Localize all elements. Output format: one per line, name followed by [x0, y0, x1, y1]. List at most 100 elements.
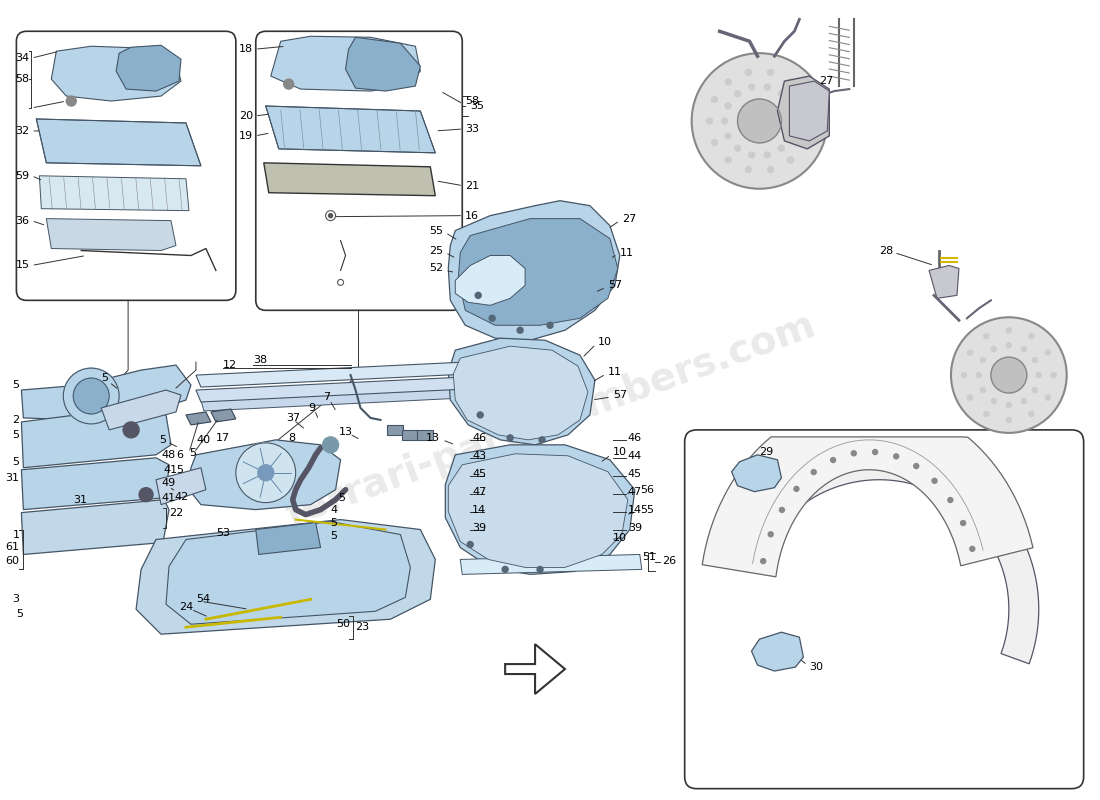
Text: 31: 31 — [6, 473, 20, 482]
Text: 17: 17 — [216, 433, 230, 443]
Polygon shape — [345, 38, 420, 91]
Text: 12: 12 — [223, 360, 236, 370]
Circle shape — [1036, 373, 1042, 378]
Polygon shape — [460, 554, 641, 574]
Polygon shape — [264, 163, 436, 196]
Circle shape — [139, 488, 153, 502]
Polygon shape — [455, 255, 525, 306]
Text: 15: 15 — [15, 261, 30, 270]
Text: 7: 7 — [322, 392, 330, 402]
Text: 34: 34 — [15, 53, 30, 63]
Text: 13: 13 — [339, 427, 353, 437]
Text: 27: 27 — [820, 76, 834, 86]
Circle shape — [802, 96, 807, 102]
Text: 2: 2 — [12, 415, 20, 425]
Polygon shape — [136, 519, 436, 634]
Text: 36: 36 — [15, 216, 30, 226]
Text: 27: 27 — [621, 214, 636, 224]
Text: 53: 53 — [216, 527, 230, 538]
Circle shape — [893, 454, 899, 459]
Polygon shape — [156, 468, 206, 505]
Text: 1: 1 — [12, 530, 20, 539]
Text: 5: 5 — [16, 610, 23, 619]
Text: 38: 38 — [253, 355, 267, 365]
Text: 48: 48 — [161, 450, 175, 460]
Circle shape — [768, 532, 773, 537]
Text: 33: 33 — [465, 124, 480, 134]
Text: 18: 18 — [239, 44, 253, 54]
Text: 47: 47 — [628, 486, 642, 497]
Text: 40: 40 — [196, 435, 210, 445]
Text: 29: 29 — [759, 447, 773, 457]
Text: 35: 35 — [470, 101, 484, 111]
Circle shape — [788, 157, 793, 163]
Polygon shape — [930, 266, 959, 298]
Text: 54: 54 — [196, 594, 210, 604]
Text: 44: 44 — [628, 451, 642, 461]
Polygon shape — [505, 644, 565, 694]
Circle shape — [811, 470, 816, 474]
Text: 55: 55 — [429, 226, 443, 235]
Text: 21: 21 — [465, 181, 480, 190]
Circle shape — [1006, 418, 1011, 422]
Text: 5: 5 — [12, 430, 20, 440]
Text: 5: 5 — [12, 380, 20, 390]
Circle shape — [968, 350, 972, 355]
Circle shape — [764, 84, 770, 90]
Circle shape — [706, 118, 713, 124]
Circle shape — [235, 443, 296, 502]
Circle shape — [983, 411, 989, 417]
Circle shape — [780, 507, 784, 513]
Circle shape — [968, 395, 972, 400]
FancyBboxPatch shape — [16, 31, 235, 300]
Text: 42: 42 — [174, 492, 188, 502]
Polygon shape — [702, 437, 1033, 577]
Circle shape — [806, 118, 812, 124]
Circle shape — [768, 166, 773, 173]
Circle shape — [502, 566, 508, 572]
Polygon shape — [446, 445, 635, 574]
Text: 61: 61 — [6, 542, 20, 553]
Circle shape — [932, 478, 937, 483]
Circle shape — [725, 103, 732, 109]
Polygon shape — [459, 218, 618, 326]
Text: 5: 5 — [331, 530, 338, 541]
Text: 51: 51 — [641, 553, 656, 562]
Circle shape — [1021, 346, 1026, 352]
Text: 6: 6 — [176, 450, 183, 460]
Polygon shape — [256, 522, 320, 554]
Circle shape — [802, 140, 807, 146]
Polygon shape — [21, 408, 171, 468]
Polygon shape — [196, 358, 548, 387]
Text: 26: 26 — [662, 557, 675, 566]
Text: 49: 49 — [161, 478, 175, 488]
Circle shape — [547, 322, 553, 328]
Text: 60: 60 — [6, 557, 20, 566]
FancyBboxPatch shape — [684, 430, 1084, 789]
Text: 16: 16 — [465, 210, 480, 221]
Circle shape — [468, 542, 473, 547]
Circle shape — [1006, 328, 1011, 333]
Circle shape — [712, 140, 717, 146]
Text: 14: 14 — [472, 505, 486, 514]
Circle shape — [746, 166, 751, 173]
Circle shape — [1032, 387, 1037, 393]
Polygon shape — [790, 81, 829, 141]
Circle shape — [764, 152, 770, 158]
Polygon shape — [387, 425, 404, 435]
Circle shape — [779, 146, 784, 151]
Circle shape — [991, 357, 1026, 393]
Polygon shape — [778, 76, 829, 149]
Text: 5: 5 — [160, 435, 166, 445]
Polygon shape — [449, 338, 595, 445]
Text: 37: 37 — [286, 413, 300, 423]
Circle shape — [791, 118, 798, 124]
Circle shape — [477, 412, 483, 418]
Circle shape — [977, 373, 981, 378]
Circle shape — [914, 463, 918, 469]
Polygon shape — [21, 458, 169, 510]
Text: 23: 23 — [355, 622, 370, 632]
Circle shape — [74, 378, 109, 414]
Text: 58: 58 — [465, 96, 480, 106]
Text: 46: 46 — [628, 433, 642, 443]
